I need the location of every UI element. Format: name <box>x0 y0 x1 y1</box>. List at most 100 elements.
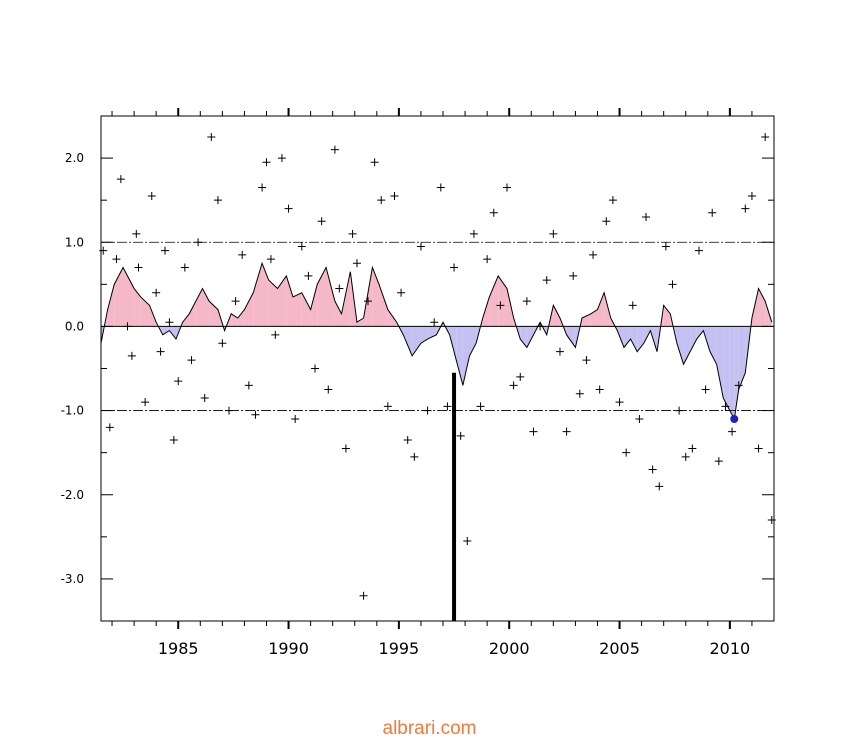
scatter-point <box>622 448 631 457</box>
scatter-point <box>443 402 452 411</box>
scatter-point <box>423 406 432 415</box>
scatter-point <box>681 452 690 461</box>
scatter-point <box>330 145 339 154</box>
positive-area <box>123 267 135 327</box>
positive-area <box>301 292 311 327</box>
scatter-point <box>555 347 564 356</box>
positive-area <box>498 275 508 327</box>
scatter-point <box>390 191 399 200</box>
scatter-point <box>238 250 247 259</box>
scatter-point <box>741 204 750 213</box>
positive-area <box>334 301 342 327</box>
negative-area <box>403 326 413 356</box>
scatter-point <box>271 330 280 339</box>
scatter-point <box>262 158 271 167</box>
scatter-point <box>348 229 357 238</box>
scatter-point <box>582 356 591 365</box>
negative-area <box>469 326 477 356</box>
scatter-point <box>127 351 136 360</box>
scatter-point <box>112 255 121 264</box>
negative-area <box>738 326 746 390</box>
positive-area <box>107 284 115 327</box>
scatter-point <box>169 436 178 445</box>
scatter-point <box>661 242 670 251</box>
scatter-point <box>436 183 445 192</box>
scatter-point <box>516 372 525 381</box>
y-tick-label: 1.0 <box>65 235 84 249</box>
scatter-point <box>304 271 313 280</box>
monthly-points-layer <box>99 133 776 600</box>
scatter-point <box>648 465 657 474</box>
scatter-point <box>701 385 710 394</box>
scatter-point <box>105 423 114 432</box>
scatter-point <box>536 322 545 331</box>
scatter-point <box>403 436 412 445</box>
plot-frame <box>100 115 775 622</box>
positive-area <box>134 288 141 327</box>
positive-area <box>182 313 190 327</box>
negative-area <box>162 326 170 335</box>
axes-frame <box>100 115 775 622</box>
scatter-point <box>509 381 518 390</box>
positive-area <box>268 280 278 327</box>
positive-area <box>582 313 591 327</box>
negative-area <box>526 326 534 348</box>
positive-area <box>482 296 490 327</box>
scatter-point <box>688 444 697 453</box>
scatter-point <box>99 246 108 255</box>
negative-area <box>420 326 428 344</box>
scatter-point <box>213 196 222 205</box>
anomaly-line-layer <box>100 261 773 421</box>
scatter-point <box>335 284 344 293</box>
negative-area <box>456 326 463 386</box>
scatter-point <box>141 398 150 407</box>
scatter-point <box>615 398 624 407</box>
positive-area <box>758 288 766 327</box>
scatter-point <box>761 133 770 142</box>
negative-area <box>630 326 638 352</box>
positive-area <box>189 301 196 327</box>
scatter-point <box>410 452 419 461</box>
scatter-point <box>218 339 227 348</box>
y-tick-label: -2.0 <box>61 488 84 502</box>
scatter-point <box>714 457 723 466</box>
negative-area <box>690 326 697 352</box>
positive-area <box>286 275 293 327</box>
scatter-point <box>595 385 604 394</box>
positive-area <box>553 305 560 327</box>
negative-area <box>683 326 691 365</box>
negative-area <box>716 326 724 398</box>
scatter-point <box>134 263 143 272</box>
positive-area <box>292 292 302 327</box>
scatter-point <box>352 259 361 268</box>
scatter-point <box>165 318 174 327</box>
x-tick-label: 2000 <box>489 639 530 658</box>
negative-area <box>676 326 684 365</box>
negative-area <box>729 326 735 419</box>
scatter-point <box>416 242 425 251</box>
scatter-point <box>152 288 161 297</box>
positive-area <box>590 309 598 327</box>
scatter-point <box>277 154 286 163</box>
y-tick-label: -1.0 <box>61 404 84 418</box>
scatter-point <box>569 271 578 280</box>
scatter-point <box>258 183 267 192</box>
positive-area <box>341 271 351 327</box>
positive-area <box>231 313 238 327</box>
scatter-point <box>635 415 644 423</box>
negative-area <box>723 326 730 411</box>
scatter-point <box>549 229 558 238</box>
scatter-point <box>363 297 372 306</box>
scatter-point <box>377 196 386 205</box>
scatter-point <box>297 242 306 251</box>
scatter-point <box>463 537 472 546</box>
negative-area <box>710 326 717 365</box>
scatter-point <box>734 381 743 390</box>
anomaly-area-layer <box>101 263 772 419</box>
scatter-point <box>200 393 209 402</box>
scatter-point <box>602 217 611 226</box>
scatter-point <box>489 208 498 217</box>
positive-area <box>209 301 218 327</box>
scatter-point <box>341 444 350 453</box>
positive-area <box>372 267 380 327</box>
